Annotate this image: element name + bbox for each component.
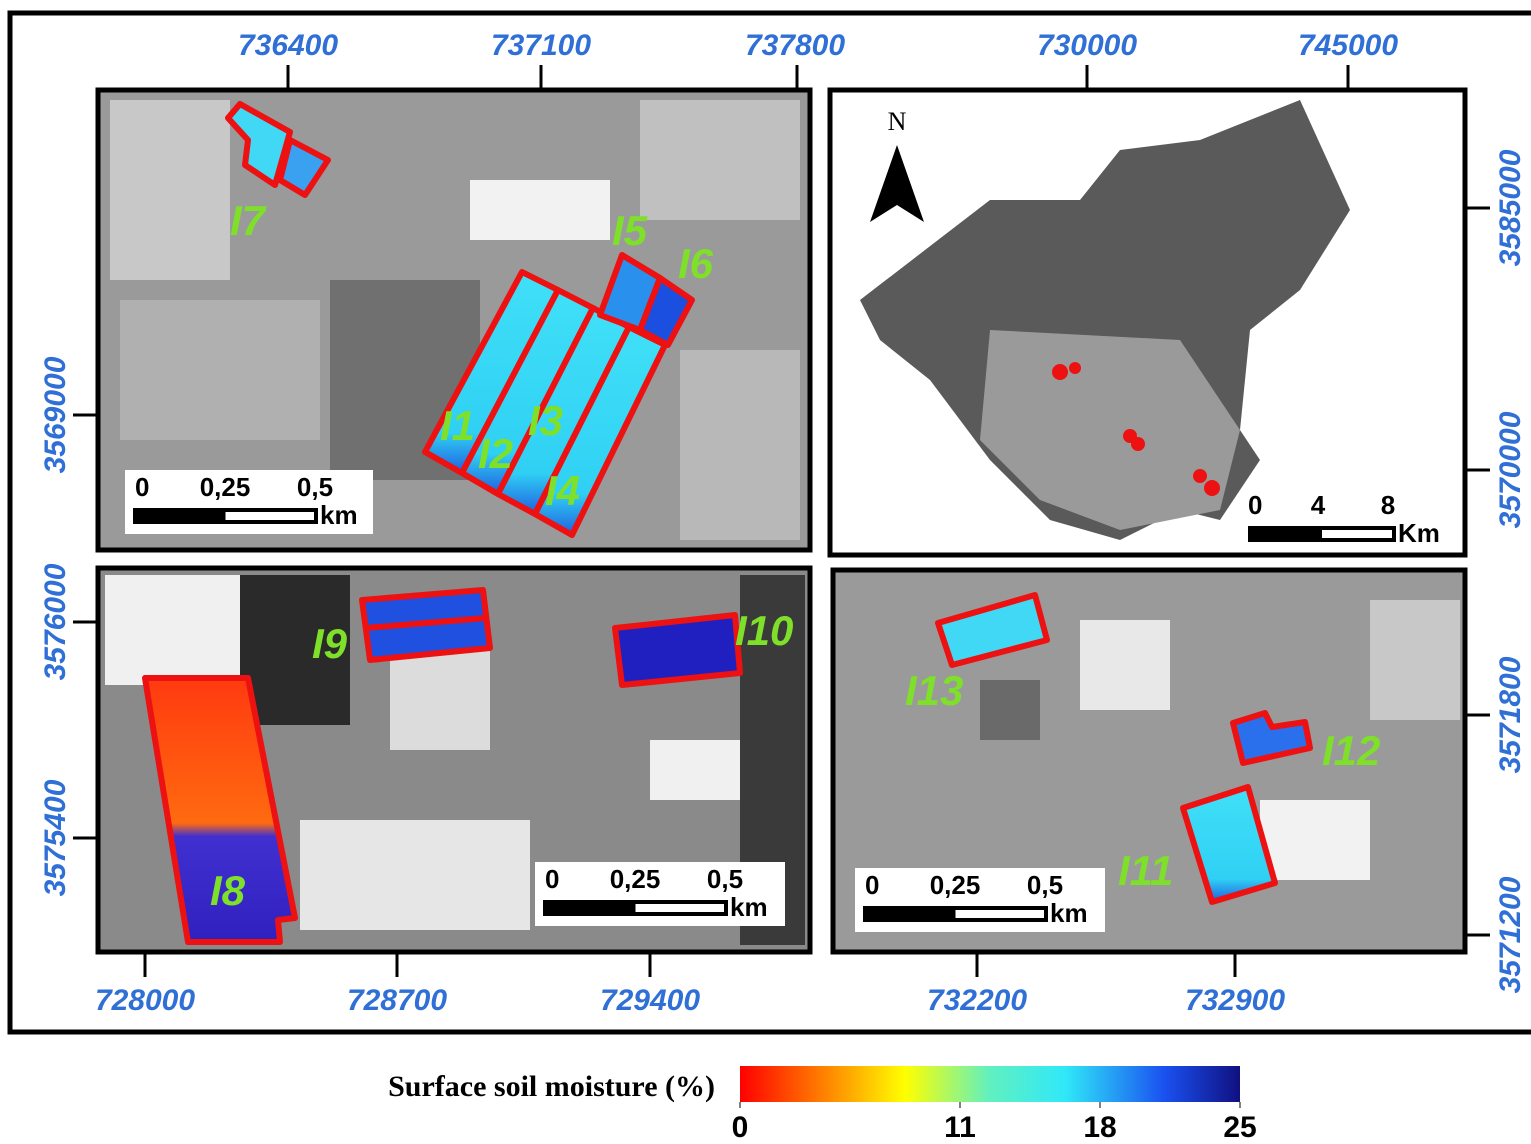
scale-label: 0,25 (200, 472, 251, 502)
field-label: I11 (1118, 847, 1173, 894)
scale-label: 0,5 (1027, 870, 1063, 900)
scale-unit: km (1050, 898, 1088, 928)
scale-label: 0,5 (707, 864, 743, 894)
scale-label: 4 (1311, 490, 1326, 520)
scale-label: 8 (1381, 490, 1395, 520)
scale-label: 0 (865, 870, 879, 900)
field-label: I13 (905, 667, 963, 714)
field-label: I7 (230, 197, 267, 244)
coord-label: 736400 (238, 29, 338, 62)
north-label: N (888, 107, 907, 136)
coord-label: 730000 (1037, 29, 1137, 62)
field-label: I5 (612, 207, 648, 254)
coord-label: 3569000 (39, 356, 72, 473)
scale-label: 0,25 (610, 864, 661, 894)
scale-unit: Km (1398, 518, 1440, 548)
field-label: I1 (440, 402, 475, 449)
field-label: I12 (1322, 727, 1380, 774)
coord-label: 732900 (1185, 984, 1285, 1017)
coord-label: 3575400 (39, 779, 72, 896)
field-label: I9 (312, 620, 348, 667)
colorbar-tick-label: 0 (732, 1111, 749, 1144)
scale-bar-white (226, 512, 315, 520)
field-label: I4 (545, 467, 580, 514)
field-label: I8 (210, 867, 246, 914)
coord-label: 732200 (927, 984, 1027, 1017)
legend: Surface soil moisture (%) 0 11 18 25 (388, 1066, 1257, 1144)
scale-label: 0,25 (930, 870, 981, 900)
scale-unit: km (730, 892, 768, 922)
coord-label: 737100 (491, 29, 591, 62)
scale-label: 0,5 (297, 472, 333, 502)
scale-bar-white (636, 904, 725, 912)
coord-label: 728000 (95, 984, 195, 1017)
coord-label: 737800 (745, 29, 845, 62)
colorbar-tick-label: 25 (1223, 1111, 1256, 1144)
field-label: I6 (678, 240, 714, 287)
scale-label: 0 (135, 472, 149, 502)
scale-bar-white (956, 910, 1045, 918)
figure: 736400 737100 737800 730000 745000 72800… (0, 0, 1531, 1144)
scale-bar-white (1322, 530, 1392, 538)
panel-overview (830, 90, 1465, 555)
colorbar-tick-label: 18 (1083, 1111, 1116, 1144)
scale-unit: km (320, 500, 358, 530)
field-label: I10 (735, 607, 793, 654)
colorbar-tick-label: 11 (944, 1111, 976, 1144)
coord-label: 728700 (347, 984, 447, 1017)
scale-label: 0 (545, 864, 559, 894)
scale-label: 0 (1248, 490, 1262, 520)
coord-label: 3570000 (1494, 411, 1527, 528)
coord-label: 3571200 (1494, 876, 1527, 993)
coord-label: 729400 (600, 984, 700, 1017)
colorbar (740, 1066, 1240, 1102)
field-label: I2 (478, 430, 513, 477)
legend-title: Surface soil moisture (%) (388, 1070, 715, 1103)
coord-label: 745000 (1298, 29, 1398, 62)
coord-label: 3576000 (39, 563, 72, 680)
field-label: I3 (528, 397, 563, 444)
coord-label: 3571800 (1494, 656, 1527, 773)
coord-label: 3585000 (1494, 149, 1527, 266)
